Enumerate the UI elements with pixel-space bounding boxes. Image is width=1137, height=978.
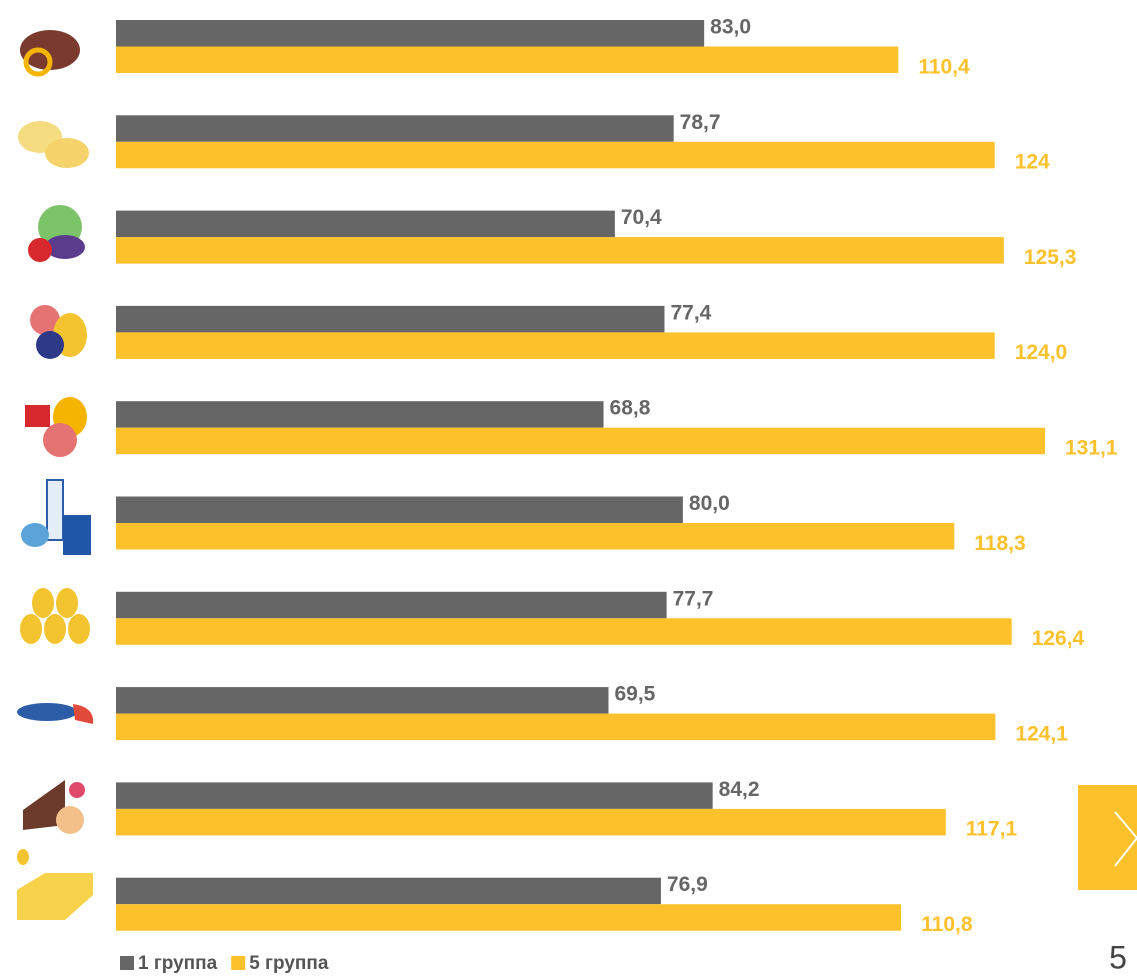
value-label: 70,4 xyxy=(621,206,662,229)
value-label: 84,2 xyxy=(719,778,760,801)
icon-sweets xyxy=(23,780,85,834)
icon-fruits xyxy=(30,305,87,359)
next-button[interactable] xyxy=(1078,785,1137,890)
value-label: 76,9 xyxy=(667,873,708,896)
value-label: 124,0 xyxy=(1015,341,1068,364)
value-label: 83,0 xyxy=(710,16,751,39)
bar xyxy=(116,115,674,142)
bar xyxy=(116,523,955,550)
legend-label: 5 группа xyxy=(249,953,329,974)
bar xyxy=(116,237,1004,264)
bar xyxy=(116,713,996,741)
bar xyxy=(116,618,1012,645)
value-label: 77,4 xyxy=(670,301,711,324)
value-label: 118,3 xyxy=(974,532,1025,555)
value-label: 68,8 xyxy=(610,397,651,420)
icon-bread xyxy=(20,30,80,77)
bar xyxy=(116,332,995,359)
bar xyxy=(116,877,661,905)
icons xyxy=(17,30,94,920)
value-label: 78,7 xyxy=(680,111,721,134)
value-label: 124,1 xyxy=(1015,722,1068,745)
bar xyxy=(116,141,995,169)
bar xyxy=(116,808,946,836)
value-label: 117,1 xyxy=(966,818,1018,841)
icon-eggs xyxy=(20,588,90,644)
value-label: 126,4 xyxy=(1032,627,1085,650)
icon-meat xyxy=(25,397,87,457)
bar xyxy=(116,305,665,333)
value-label: 80,0 xyxy=(689,492,730,515)
value-label: 110,4 xyxy=(918,55,970,78)
legend-swatch xyxy=(231,956,246,970)
icon-potato xyxy=(18,121,89,168)
bar xyxy=(116,20,705,47)
value-label: 77,7 xyxy=(673,587,714,610)
legend-label: 1 группа xyxy=(138,953,218,974)
value-label: 110,8 xyxy=(921,913,973,936)
legend-swatch xyxy=(120,956,134,970)
value-label: 131,1 xyxy=(1065,436,1118,459)
icon-butter xyxy=(17,849,93,920)
bar xyxy=(116,210,615,238)
value-label: 124 xyxy=(1015,151,1050,174)
page-number: 5 xyxy=(1109,939,1127,975)
bar xyxy=(116,401,604,428)
icon-fish xyxy=(17,703,94,724)
bar xyxy=(116,46,899,73)
next-arrow xyxy=(1114,811,1137,867)
icon-dairy xyxy=(21,479,91,555)
value-label: 69,5 xyxy=(614,683,655,706)
value-label: 125,3 xyxy=(1024,246,1077,269)
bar xyxy=(116,496,683,523)
bar xyxy=(116,687,609,714)
bar xyxy=(116,782,713,809)
bar xyxy=(116,427,1045,455)
bar xyxy=(116,591,667,619)
bar xyxy=(116,904,902,931)
icon-vegetables xyxy=(28,205,85,262)
